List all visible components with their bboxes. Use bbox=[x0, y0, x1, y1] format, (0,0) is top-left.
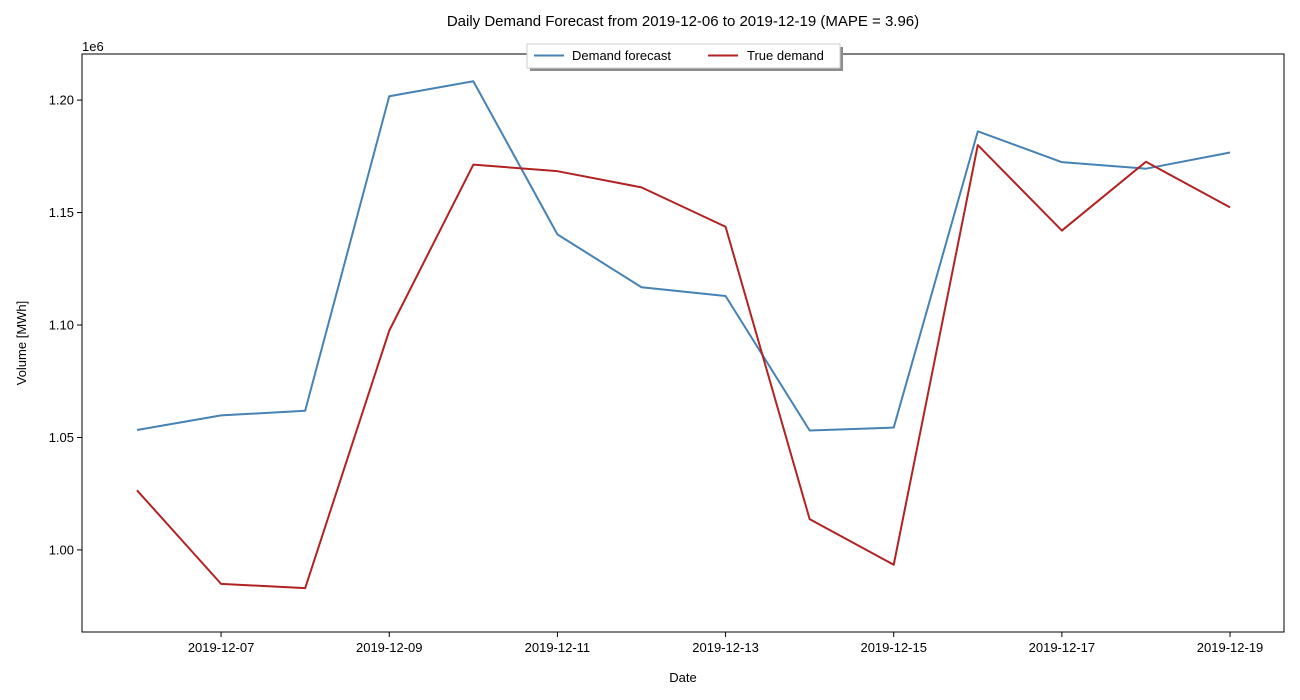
y-tick-label: 1.20 bbox=[49, 93, 74, 108]
y-tick-label: 1.05 bbox=[49, 430, 74, 445]
series-line-1 bbox=[136, 144, 1231, 590]
legend: Demand forecast True demand bbox=[526, 43, 843, 71]
legend-label-0: Demand forecast bbox=[572, 48, 671, 63]
plot-frame bbox=[81, 53, 1285, 633]
legend-box bbox=[526, 43, 841, 69]
y-tick-label: 1.10 bbox=[49, 318, 74, 333]
y-tick-label: 1.00 bbox=[49, 542, 74, 557]
axis-ticks: 1.00 1.05 1.10 1.15 1.20 2019-12-07 2019-12-09… bbox=[49, 93, 1264, 655]
x-tick-label: 2019-12-07 bbox=[188, 640, 255, 655]
y-tick-label: 1.15 bbox=[49, 205, 74, 220]
chart-title: Daily Demand Forecast from 2019-12-06 to… bbox=[447, 13, 919, 30]
series-lines bbox=[136, 80, 1231, 590]
legend-label-1: True demand bbox=[747, 48, 824, 63]
x-tick-label: 2019-12-17 bbox=[1029, 640, 1096, 655]
x-tick-label: 2019-12-13 bbox=[692, 640, 759, 655]
x-tick-label: 2019-12-11 bbox=[525, 640, 591, 655]
x-axis-label: Date bbox=[669, 670, 696, 685]
x-tick-label: 2019-12-15 bbox=[860, 640, 927, 655]
x-tick-label: 2019-12-09 bbox=[356, 640, 423, 655]
series-line-0 bbox=[136, 80, 1231, 432]
y-axis-label: Volume [MWh] bbox=[14, 301, 29, 386]
y-axis-multiplier: 1e6 bbox=[82, 39, 104, 54]
x-tick-label: 2019-12-19 bbox=[1197, 640, 1264, 655]
